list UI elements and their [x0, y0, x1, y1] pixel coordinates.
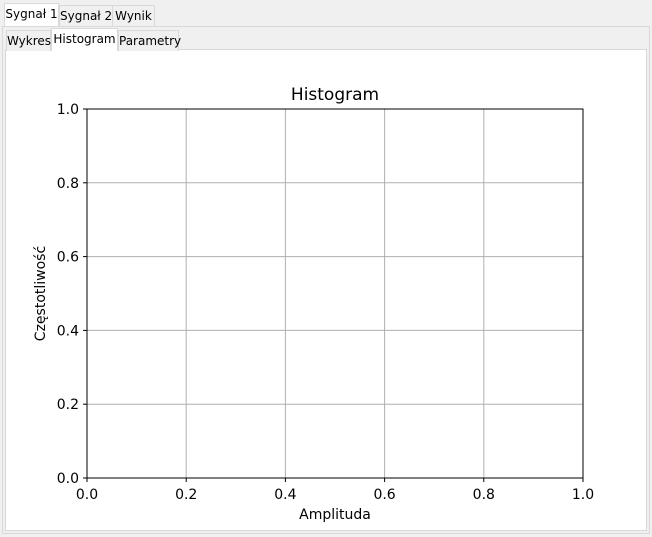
x-tick-label: 0.0 — [76, 487, 98, 503]
tab-parametry[interactable]: Parametry — [118, 30, 181, 51]
plot-frame — [86, 108, 584, 479]
y-tick-label: 0.2 — [57, 397, 79, 413]
y-tick-label: 0.4 — [57, 323, 79, 339]
tab-signal-2[interactable]: Sygnał 2 — [59, 5, 113, 26]
chart-title: Histogram — [291, 85, 379, 105]
y-axis-label: Częstotliwość — [33, 246, 49, 341]
x-tick-label: 0.6 — [373, 487, 395, 503]
tab-histogram[interactable]: Histogram — [51, 28, 118, 51]
histogram-pane: 0.0 0.2 0.4 0.6 0.8 1.0 0.0 0.2 0.4 0.6 0.8 1.0 Hist… — [5, 49, 647, 531]
y-tick-label: 0.0 — [57, 471, 79, 487]
y-tick-label: 0.8 — [57, 176, 79, 192]
tab-signal-1[interactable]: Sygnał 1 — [4, 3, 59, 26]
y-tick-label: 0.6 — [57, 250, 79, 266]
tab-result[interactable]: Wynik — [112, 5, 155, 26]
y-tick-label: 1.0 — [57, 102, 79, 118]
x-tick-label: 0.8 — [473, 487, 495, 503]
x-tick-label: 0.4 — [274, 487, 296, 503]
tab-wykres[interactable]: Wykres — [6, 30, 51, 51]
x-axis-label: Amplituda — [299, 507, 371, 523]
histogram-chart: 0.0 0.2 0.4 0.6 0.8 1.0 0.0 0.2 0.4 0.6 0.8 1.0 Hist… — [33, 85, 594, 523]
x-tick-label: 1.0 — [572, 487, 594, 503]
x-tick-label: 0.2 — [175, 487, 197, 503]
